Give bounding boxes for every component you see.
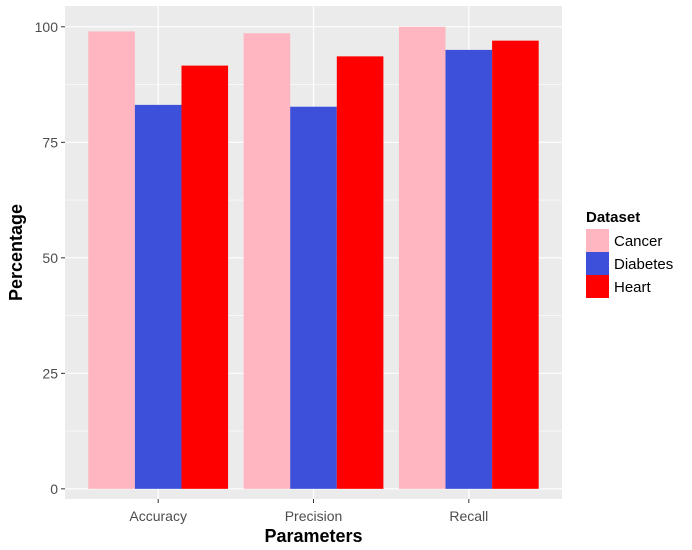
legend-label-diabetes: Diabetes — [614, 256, 673, 273]
bar-diabetes-precision — [290, 106, 337, 489]
x-tick-label: Recall — [449, 508, 488, 524]
bar-cancer-recall — [398, 26, 446, 489]
x-tick-label: Accuracy — [129, 508, 187, 524]
y-axis-title: Percentage — [6, 204, 26, 301]
bar-cancer-precision — [243, 33, 291, 489]
y-tick-label: 100 — [35, 19, 59, 35]
bar-cancer-accuracy — [88, 31, 135, 489]
y-tick-label: 50 — [42, 250, 58, 266]
legend-title: Dataset — [586, 209, 640, 226]
bar-heart-accuracy — [181, 65, 229, 489]
legend-label-cancer: Cancer — [614, 233, 662, 250]
x-tick-label: Precision — [285, 508, 343, 524]
bar-heart-recall — [492, 40, 539, 489]
y-tick-label: 75 — [42, 134, 58, 150]
bar-diabetes-recall — [445, 49, 493, 489]
x-axis-title: Parameters — [264, 526, 362, 546]
legend-label-heart: Heart — [614, 279, 652, 296]
y-tick-label: 25 — [42, 365, 58, 381]
bar-diabetes-accuracy — [134, 104, 182, 489]
y-tick-label: 0 — [50, 481, 58, 497]
legend-key-diabetes — [586, 252, 609, 275]
bar-heart-precision — [336, 56, 384, 489]
bars — [88, 26, 539, 489]
legend-key-cancer — [586, 229, 609, 252]
legend-key-heart — [586, 275, 609, 298]
legend: Cancer Diabetes Heart — [586, 229, 673, 298]
axes: 0 25 50 75 100 Accuracy Precision Recall — [35, 19, 489, 524]
